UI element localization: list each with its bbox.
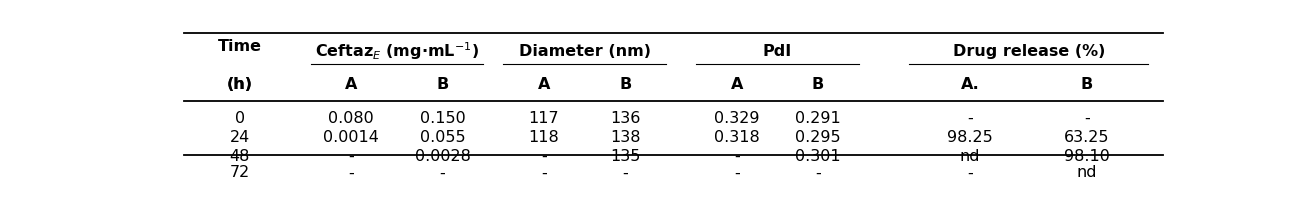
- Text: 0.318: 0.318: [713, 130, 759, 145]
- Text: -: -: [440, 165, 445, 180]
- Text: B: B: [436, 77, 449, 92]
- Text: 72: 72: [229, 165, 250, 180]
- Text: -: -: [816, 165, 821, 180]
- Text: 0.301: 0.301: [795, 149, 840, 164]
- Text: 63.25: 63.25: [1064, 130, 1110, 145]
- Text: 98.25: 98.25: [948, 130, 994, 145]
- Text: -: -: [622, 165, 628, 180]
- Text: 136: 136: [610, 111, 640, 126]
- Text: Time: Time: [217, 39, 262, 54]
- Text: -: -: [967, 165, 973, 180]
- Text: nd: nd: [959, 149, 980, 164]
- Text: -: -: [348, 165, 355, 180]
- Text: -: -: [1084, 111, 1089, 126]
- Text: -: -: [967, 111, 973, 126]
- Text: -: -: [541, 165, 547, 180]
- Text: B: B: [812, 77, 825, 92]
- Text: Drug release (%): Drug release (%): [953, 44, 1105, 59]
- Text: (h): (h): [226, 77, 253, 92]
- Text: A: A: [346, 77, 357, 92]
- Text: 24: 24: [229, 130, 250, 145]
- Text: (h): (h): [226, 77, 253, 92]
- Text: 0.0014: 0.0014: [323, 130, 380, 145]
- Text: 48: 48: [229, 149, 250, 164]
- Text: PdI: PdI: [763, 44, 792, 59]
- Text: nd: nd: [1076, 165, 1097, 180]
- Text: 0.329: 0.329: [713, 111, 759, 126]
- Text: -: -: [348, 149, 355, 164]
- Text: 0.0028: 0.0028: [415, 149, 470, 164]
- Text: 0.291: 0.291: [795, 111, 840, 126]
- Text: A.: A.: [961, 77, 979, 92]
- Text: 0: 0: [234, 111, 245, 126]
- Text: Diameter (nm): Diameter (nm): [518, 44, 651, 59]
- Text: 98.10: 98.10: [1064, 149, 1110, 164]
- Text: 118: 118: [529, 130, 559, 145]
- Text: 0.055: 0.055: [420, 130, 466, 145]
- Text: 138: 138: [610, 130, 640, 145]
- Text: 0.150: 0.150: [420, 111, 466, 126]
- Text: 117: 117: [529, 111, 559, 126]
- Text: Ceftaz$_E$ (mg·mL$^{-1}$): Ceftaz$_E$ (mg·mL$^{-1}$): [315, 41, 479, 62]
- Text: -: -: [734, 149, 740, 164]
- Text: -: -: [541, 149, 547, 164]
- Text: 0.295: 0.295: [795, 130, 840, 145]
- Text: B: B: [1081, 77, 1093, 92]
- Text: 0.080: 0.080: [329, 111, 374, 126]
- Text: A: A: [730, 77, 744, 92]
- Text: A: A: [538, 77, 550, 92]
- Text: B: B: [619, 77, 631, 92]
- Text: -: -: [734, 165, 740, 180]
- Text: 135: 135: [610, 149, 640, 164]
